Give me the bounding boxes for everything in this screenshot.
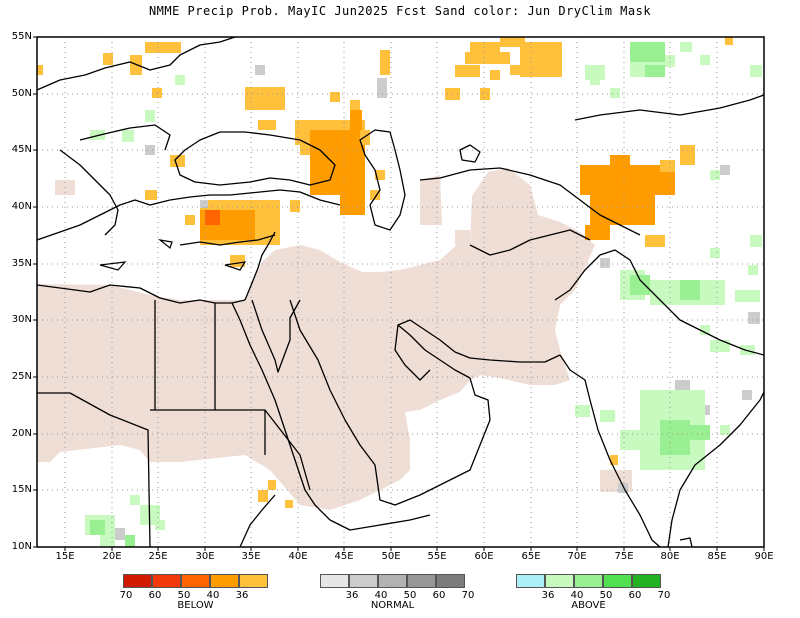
legend-below-swatch-1 [152,574,181,588]
legend-normal-swatch-4 [436,574,465,588]
lat-lon-grid [37,37,764,547]
legend-normal-tick-0: 36 [345,590,359,601]
legend-above-tick-0: 36 [541,590,555,601]
lon-label-35e: 35E [241,551,261,562]
axis-ticks [33,36,765,551]
lon-label-90e: 90E [754,551,774,562]
lon-label-55e: 55E [427,551,447,562]
legend-normal-label: NORMAL [370,600,415,611]
legend-above-swatch-0 [516,574,545,588]
legend-below-tick-0: 70 [119,590,133,601]
legend-above-tick-3: 60 [628,590,642,601]
lat-label-25n: 25N [11,371,32,382]
legend-normal-tick-3: 60 [432,590,446,601]
coastlines-and-borders [37,37,764,547]
legend-above-tick-1: 40 [570,590,584,601]
lon-label-75e: 75E [614,551,634,562]
legend-normal-tick-2: 50 [403,590,417,601]
legend-below-swatch-2 [181,574,210,588]
legend-above-swatch-2 [574,574,603,588]
below-normal-cells [37,37,733,508]
lon-label-50e: 50E [381,551,401,562]
lon-label-20e: 20E [102,551,122,562]
lat-label-20n: 20N [11,428,32,439]
legend-below-tick-1: 60 [148,590,162,601]
legend-above-tick-2: 50 [599,590,613,601]
legend-normal-swatch-1 [349,574,378,588]
map-title: NMME Precip Prob. MayIC Jun2025 Fcst San… [148,4,652,18]
lat-label-55n: 55N [11,31,32,42]
legend-above-swatch-1 [545,574,574,588]
legend-below-swatch-3 [210,574,239,588]
lat-label-35n: 35N [11,258,32,269]
legend-below-label: BELOW [177,600,214,611]
lat-label-40n: 40N [11,201,32,212]
legend-normal: 36 40 50 60 70 NORMAL [320,574,474,611]
legend-above-swatch-3 [603,574,632,588]
legend-normal-swatch-3 [407,574,436,588]
legend-above: 36 40 50 60 70 ABOVE [516,574,670,611]
lon-label-65e: 65E [521,551,541,562]
lon-label-80e: 80E [660,551,680,562]
legend-above-tick-4: 70 [657,590,671,601]
lon-label-85e: 85E [707,551,727,562]
lon-label-70e: 70E [567,551,587,562]
lon-label-45e: 45E [334,551,354,562]
lat-label-50n: 50N [11,88,32,99]
legend-normal-tick-1: 40 [374,590,388,601]
legend-normal-swatch-2 [378,574,407,588]
legend-below: 70 60 50 40 36 BELOW [120,574,268,611]
lon-label-25e: 25E [148,551,168,562]
lon-label-60e: 60E [474,551,494,562]
legend-below-tick-4: 36 [235,590,249,601]
islands [99,239,247,271]
lat-label-15n: 15N [11,484,32,495]
legend-above-swatch-4 [632,574,661,588]
legend-normal-tick-4: 70 [461,590,475,601]
legend-normal-swatch-0 [320,574,349,588]
legend-below-swatch-0 [123,574,152,588]
lon-label-15e: 15E [55,551,75,562]
legend-below-tick-3: 40 [206,590,220,601]
lat-label-10n: 10N [11,541,32,552]
lon-label-30e: 30E [195,551,215,562]
lon-label-40e: 40E [288,551,308,562]
map-frame [36,36,765,548]
legend-below-swatch-4 [239,574,268,588]
lat-label-45n: 45N [11,144,32,155]
lat-label-30n: 30N [11,314,32,325]
legend-above-label: ABOVE [571,600,606,611]
above-normal-cells [85,42,762,547]
legend-below-tick-2: 50 [177,590,191,601]
